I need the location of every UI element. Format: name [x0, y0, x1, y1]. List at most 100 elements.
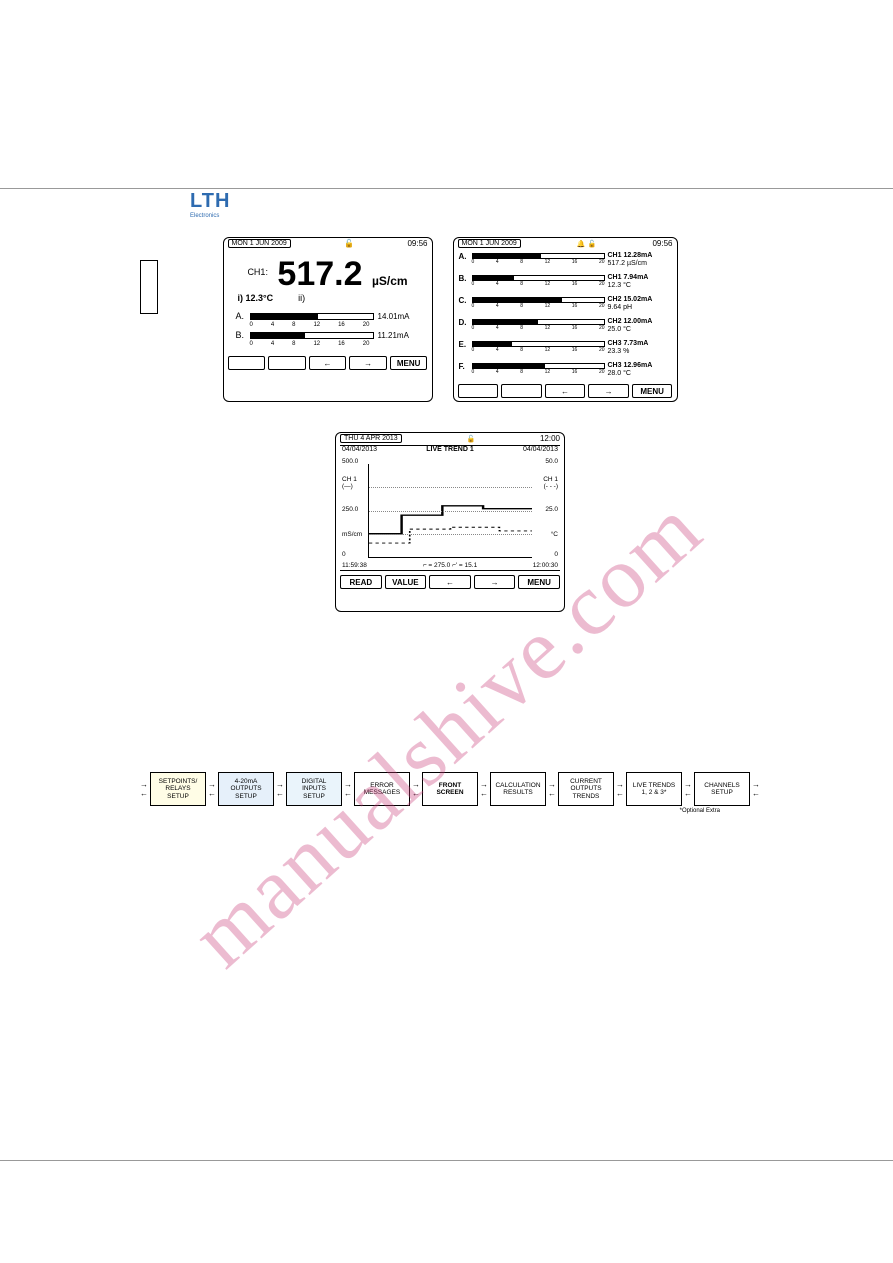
lcd3-btn-left[interactable]: ←	[429, 575, 471, 589]
flow-note: *Optional Extra	[140, 808, 760, 814]
arrow-left-icon: ←	[323, 359, 331, 368]
lcd1-time: 09:56	[407, 239, 427, 248]
mini-label: D.	[459, 318, 469, 327]
mini-text: CH1 12.28mA517.2 µS/cm	[608, 252, 672, 267]
lcd1-b-fill	[251, 333, 306, 338]
flow-box: 4-20mA OUTPUTS SETUP	[218, 772, 274, 806]
lcd3-time: 12:00	[540, 434, 560, 443]
mini-label: A.	[459, 252, 469, 261]
lcd1-value: 517.2	[277, 255, 362, 293]
grid-line	[369, 511, 532, 512]
flow-box: DIGITAL INPUTS SETUP	[286, 772, 342, 806]
lcd1-a-fill	[251, 314, 318, 319]
lcd3-btn-read[interactable]: READ	[340, 575, 382, 589]
lcd2-btn-2[interactable]	[501, 384, 542, 398]
mini-barwrap: 048121620	[472, 252, 605, 265]
lcd-screen-trend: THU 4 APR 2013 🔓 12:00 04/04/2013 LIVE T…	[335, 432, 565, 612]
lcd-screen-main: MON 1 JUN 2009 🔓 09:56 CH1: 517.2 µS/cm …	[223, 237, 433, 402]
mini-bar	[472, 319, 605, 325]
mini-text: CH2 12.00mA25.0 °C	[608, 318, 672, 333]
lcd2-btn-menu[interactable]: MENU	[632, 384, 673, 398]
mini-fill	[473, 298, 562, 302]
yr-mid: 25.0	[545, 506, 558, 513]
lcd1-row-a: A. 14.01mA	[236, 311, 420, 321]
cursor-info: ⌐ = 275.0 ⌐' = 15.1	[423, 562, 477, 569]
mini-scale: 048121620	[472, 347, 605, 353]
arrow-right-icon: →	[491, 578, 499, 587]
arrow-right-icon: →	[605, 387, 613, 396]
yr-bot: 0	[554, 551, 558, 558]
yl-unit: mS/cm	[342, 531, 362, 538]
yr-unit: °C	[551, 531, 558, 538]
grid-line	[369, 534, 532, 535]
mini-text: CH3 12.96mA28.0 °C	[608, 362, 672, 377]
lcd1-btn-right[interactable]: →	[349, 356, 387, 370]
section-marker	[140, 260, 158, 314]
arrow-pair-icon: →←	[208, 780, 216, 798]
xt-r: 12:00:30	[533, 562, 558, 569]
lcd1-b-val: 11.21mA	[378, 331, 420, 340]
mini-fill	[473, 254, 541, 258]
lcd1-btn-2[interactable]	[268, 356, 306, 370]
mini-scale: 048121620	[472, 259, 605, 265]
lcd1-btn-menu[interactable]: MENU	[390, 356, 428, 370]
mini-barwrap: 048121620	[472, 362, 605, 375]
lcd2-row: B.048121620CH1 7.94mA12.3 °C	[454, 274, 677, 293]
arrow-pair-icon: →←	[616, 780, 624, 798]
lcd3-d2: 04/04/2013	[523, 446, 558, 453]
mini-text: CH1 7.94mA12.3 °C	[608, 274, 672, 289]
lcd1-btn-1[interactable]	[228, 356, 266, 370]
flow-box: CURRENT OUTPUTS TRENDS	[558, 772, 614, 806]
mini-text: CH3 7.73mA23.3 %	[608, 340, 672, 355]
mini-bar	[472, 341, 605, 347]
chr: CH 1 (- - -)	[543, 476, 558, 490]
page-content: LTH Electronics MON 1 JUN 2009 🔓 09:56 C…	[140, 190, 760, 814]
lcd1-scale-b: 048121620	[236, 341, 420, 347]
arrow-pair-icon: →←	[752, 780, 760, 798]
lcd1-reading: CH1: 517.2 µS/cm	[224, 257, 432, 291]
lcd3-btn-menu[interactable]: MENU	[518, 575, 560, 589]
lock-icon: 🔓	[344, 239, 354, 248]
lcd2-time: 09:56	[652, 239, 672, 248]
arrow-left-icon: ←	[561, 387, 569, 396]
lcd1-ch: CH1:	[247, 267, 268, 277]
screens-row: MON 1 JUN 2009 🔓 09:56 CH1: 517.2 µS/cm …	[140, 237, 760, 402]
lcd1-btn-left[interactable]: ←	[309, 356, 347, 370]
lcd1-b-bar	[250, 332, 374, 339]
flow-box: SETPOINTS/ RELAYS SETUP	[150, 772, 206, 806]
lcd1-unit: µS/cm	[372, 274, 408, 288]
arrow-pair-icon: →←	[344, 780, 352, 798]
lcd1-a-val: 14.01mA	[378, 312, 420, 321]
lcd2-row: D.048121620CH2 12.00mA25.0 °C	[454, 318, 677, 337]
grid-line	[369, 487, 532, 488]
lcd1-bars: A. 14.01mA 048121620 B. 11.21mA 04812162…	[224, 303, 432, 353]
brand-logo: LTH Electronics	[190, 190, 760, 219]
mini-fill	[473, 342, 512, 346]
lcd1-header: MON 1 JUN 2009 🔓 09:56	[224, 238, 432, 249]
lcd3-title: LIVE TREND 1	[426, 446, 473, 453]
lcd2-btn-left[interactable]: ←	[545, 384, 586, 398]
lcd2-btn-1[interactable]	[458, 384, 499, 398]
flow-box: LIVE TRENDS 1, 2 & 3*	[626, 772, 682, 806]
bottom-rule	[0, 1160, 893, 1161]
lcd3-footer: READ VALUE ← → MENU	[336, 572, 564, 592]
lcd3-btn-value[interactable]: VALUE	[385, 575, 427, 589]
arrow-pair-icon: →←	[548, 780, 556, 798]
lcd2-row: F.048121620CH3 12.96mA28.0 °C	[454, 362, 677, 381]
xt-l: 11:59:38	[342, 562, 367, 569]
lcd2-btn-right[interactable]: →	[588, 384, 629, 398]
trend-chart	[368, 464, 532, 558]
mini-bar	[472, 253, 605, 259]
lcd1-sub-i: i) 12.3°C	[238, 293, 274, 303]
mini-bar	[472, 275, 605, 281]
bell-icon: 🔔	[577, 240, 586, 248]
lcd3-date: THU 4 APR 2013	[340, 434, 402, 443]
arrow-pair-icon: →←	[412, 780, 420, 798]
lock-icon: 🔓	[588, 240, 597, 248]
mini-scale: 048121620	[472, 281, 605, 287]
flow-box: CALCULATION RESULTS	[490, 772, 546, 806]
mini-label: C.	[459, 296, 469, 305]
lcd1-a-bar	[250, 313, 374, 320]
lcd3-btn-right[interactable]: →	[474, 575, 516, 589]
lcd1-a-label: A.	[236, 311, 246, 321]
